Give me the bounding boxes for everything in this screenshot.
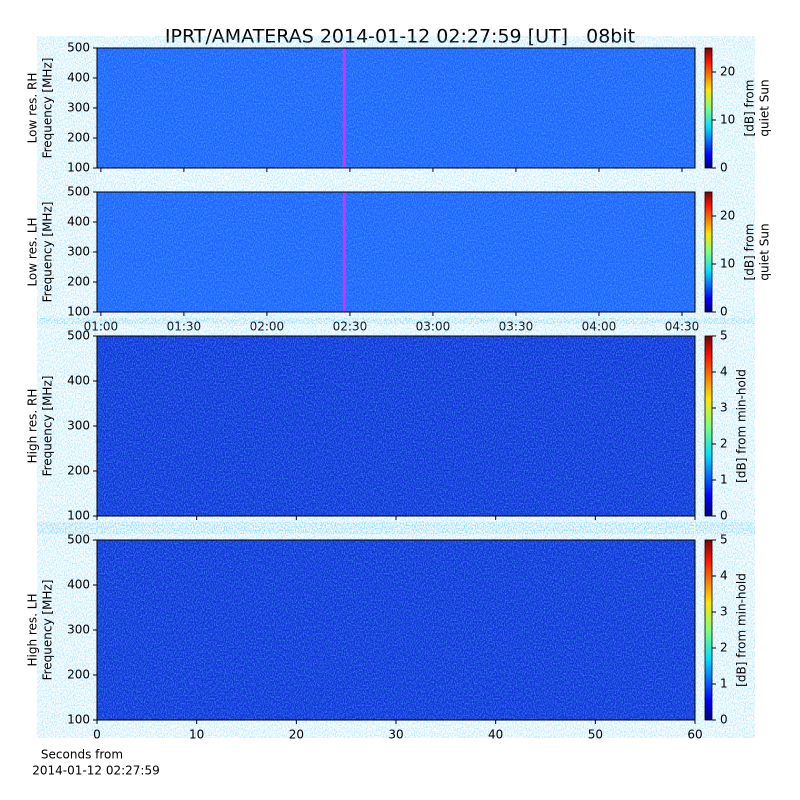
spectrogram-texture [97,540,695,720]
figure-title: IPRT/AMATERAS 2014-01-12 02:27:59 [UT] 0… [165,26,635,48]
x-tick-label: 10 [189,728,204,742]
colorbar-tick-label: 20 [720,209,735,223]
y-tick-label: 300 [67,245,90,259]
y-tick-label: 200 [67,131,90,145]
colorbar-tick-label: 5 [720,329,728,343]
spectrogram-texture [97,336,695,516]
colorbar-tick-label: 4 [720,365,728,379]
colorbar-label: [dB] from min-hold [735,573,749,687]
y-tick-label: 200 [67,668,90,682]
colorbar-tick-label: 3 [720,605,728,619]
y-tick-label: 500 [67,185,90,199]
y-tick-label: 100 [67,161,90,175]
colorbar [704,539,713,721]
y-tick-label: 100 [67,509,90,523]
x-tick-label: 04:30 [665,320,700,334]
colorbar-tick-label: 0 [720,161,728,175]
y-tick-label: 300 [67,101,90,115]
y-tick-label: 100 [67,713,90,727]
colorbar-tick-label: 10 [720,113,735,127]
colorbar-tick-label: 1 [720,473,728,487]
colorbar-tick-label: 2 [720,641,728,655]
y-axis-label: Frequency [MHz] [41,202,55,303]
y-tick-label: 400 [67,71,90,85]
colorbar-tick-label: 5 [720,533,728,547]
y-axis-label: Frequency [MHz] [41,376,55,477]
y-tick-label: 300 [67,623,90,637]
colorbar-label: quiet Sun [758,223,772,280]
x-tick-label: 02:00 [250,320,285,334]
x-tick-label: 01:00 [84,320,119,334]
y-tick-label: 100 [67,305,90,319]
colorbar-tick-label: 3 [720,401,728,415]
colorbar-tick-label: 10 [720,257,735,271]
y-axis-label: Low res. RH [26,73,40,144]
spectrogram-texture [97,48,695,168]
colorbar [704,191,713,313]
y-axis-label: Low res. LH [26,217,40,286]
spectrogram-texture [97,192,695,312]
x-axis-label: 2014-01-12 02:27:59 [32,764,159,778]
colorbar-label: [dB] from min-hold [735,369,749,483]
y-tick-label: 400 [67,215,90,229]
x-tick-label: 03:30 [499,320,534,334]
x-tick-label: 20 [289,728,304,742]
x-tick-label: 50 [588,728,603,742]
colorbar-label: [dB] from [743,224,757,281]
x-tick-label: 01:30 [167,320,202,334]
y-tick-label: 500 [67,41,90,55]
y-axis-label: Frequency [MHz] [41,58,55,159]
colorbar [704,335,713,517]
y-tick-label: 200 [67,464,90,478]
colorbar-tick-label: 1 [720,677,728,691]
y-axis-label: Frequency [MHz] [41,580,55,681]
y-axis-label: High res. RH [26,389,40,464]
y-tick-label: 200 [67,275,90,289]
colorbar-tick-label: 0 [720,713,728,727]
colorbar-tick-label: 2 [720,437,728,451]
colorbar-tick-label: 4 [720,569,728,583]
x-tick-label: 40 [488,728,503,742]
x-tick-label: 30 [388,728,403,742]
y-tick-label: 400 [67,374,90,388]
y-tick-label: 300 [67,419,90,433]
colorbar-tick-label: 0 [720,305,728,319]
x-tick-label: 0 [93,728,101,742]
y-axis-label: High res. LH [26,593,40,666]
y-tick-label: 500 [67,533,90,547]
y-tick-label: 400 [67,578,90,592]
x-tick-label: 04:00 [582,320,617,334]
x-axis-label: Seconds from [41,748,123,762]
x-tick-label: 03:00 [416,320,451,334]
x-tick-label: 60 [687,728,702,742]
colorbar [704,47,713,169]
x-tick-label: 02:30 [333,320,368,334]
colorbar-tick-label: 0 [720,509,728,523]
colorbar-tick-label: 20 [720,65,735,79]
y-tick-label: 500 [67,329,90,343]
colorbar-label: [dB] from [743,80,757,137]
colorbar-label: quiet Sun [758,79,772,136]
